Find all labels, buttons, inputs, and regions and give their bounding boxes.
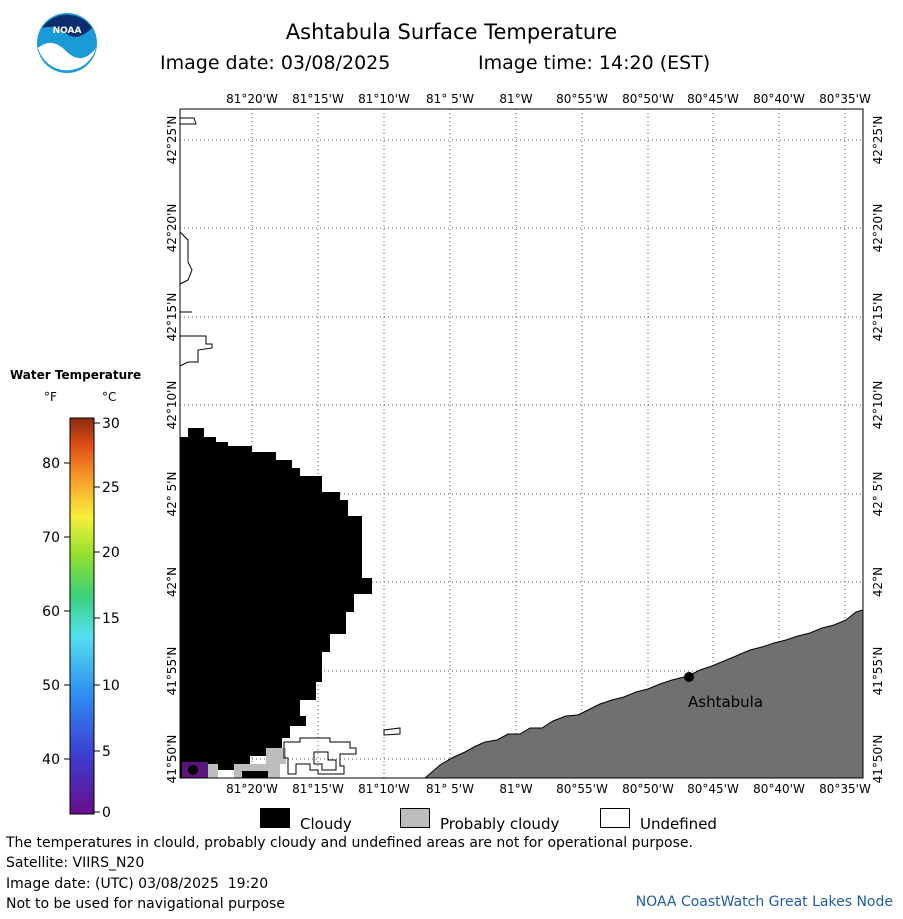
bottom-lon-label: 80°40'W [753,782,805,796]
pixel-marker [188,765,198,775]
noaa-logo: NOAA [36,12,98,74]
top-lon-label: 81°15'W [292,92,344,106]
cloud-pixel [242,771,268,778]
right-lat-label: 42° 5'N [871,472,885,517]
f-tick-label: 60 [42,604,60,620]
city-label: Ashtabula [688,693,763,711]
color-bar-ticks [64,422,100,813]
bottom-lon-label: 81°20'W [226,782,278,796]
top-lon-label: 81°W [499,92,532,106]
bottom-lon-label: 81°15'W [292,782,344,796]
bottom-lon-label: 80°55'W [556,782,608,796]
undefined-outlines [179,117,401,775]
top-lon-label: 80°55'W [556,92,608,106]
f-tick-label: 50 [42,678,60,694]
left-lat-labels: 42°25'N 42°20'N 42°15'N 42°10'N 42° 5'N … [165,116,179,784]
right-lat-label: 42°25'N [871,116,885,165]
top-lon-label: 80°45'W [687,92,739,106]
legend-unit-c: °C [102,390,117,404]
map-frame [179,108,864,779]
right-lat-label: 42°20'N [871,204,885,253]
c-tick-label: 10 [102,678,120,694]
cloudy-swatch [260,808,290,828]
right-lat-label: 41°50'N [871,735,885,784]
cloud-mask [180,428,372,778]
f-tick-label: 40 [42,752,60,768]
top-lon-label: 81°20'W [226,92,278,106]
image-date: Image date: 03/08/2025 [160,52,391,74]
c-tick-label: 15 [102,611,120,627]
bottom-lon-label: 80°50'W [622,782,674,796]
probably-cloudy-swatch [400,808,430,828]
bottom-lon-label: 81°10'W [358,782,410,796]
land-area [423,609,864,779]
top-lon-label: 81° 5'W [426,92,474,106]
top-lon-label: 81°10'W [358,92,410,106]
f-tick-label: 80 [42,456,60,472]
disclaimer-operational: The temperatures in clould, probably clo… [6,835,693,851]
undefined-swatch [600,808,630,828]
right-lat-label: 41°55'N [871,647,885,696]
top-lon-label: 80°50'W [622,92,674,106]
right-lat-label: 42°N [871,567,885,597]
city-marker [684,672,694,682]
c-tick-label: 25 [102,480,120,496]
undefined-label: Undefined [640,815,717,833]
utc-image-date: Image date: (UTC) 03/08/2025 19:20 [6,876,269,892]
top-lon-label: 80°40'W [753,92,805,106]
legend-title: Water Temperature [10,368,142,382]
legend-c-ticks: 30 25 20 15 10 5 0 [102,416,120,821]
left-lat-label: 42°20'N [165,204,179,253]
cloudy-label: Cloudy [300,815,352,833]
left-lat-label: 41°50'N [165,735,179,784]
left-lat-label: 42°15'N [165,293,179,342]
bottom-lon-label: 81°W [499,782,532,796]
noaa-logo-icon: NOAA [37,13,97,73]
c-tick-label: 5 [102,744,111,760]
map-title: Ashtabula Surface Temperature [285,20,618,44]
right-lat-label: 42°15'N [871,293,885,342]
bottom-lon-label: 80°45'W [687,782,739,796]
image-time: Image time: 14:20 (EST) [478,52,711,74]
f-tick-label: 70 [42,530,60,546]
temperature-color-bar [69,417,95,815]
left-lat-label: 41°55'N [165,647,179,696]
bottom-lon-labels: 81°20'W 81°15'W 81°10'W 81° 5'W 81°W 80°… [226,782,871,796]
left-lat-label: 42°25'N [165,116,179,165]
c-tick-label: 20 [102,545,120,561]
left-lat-label: 42°N [165,567,179,597]
legend-unit-f: °F [44,390,57,404]
bottom-lon-label: 81° 5'W [426,782,474,796]
c-tick-label: 0 [102,805,111,821]
c-tick-label: 30 [102,416,120,432]
left-lat-label: 42° 5'N [165,472,179,517]
probably-cloudy-label: Probably cloudy [440,815,560,833]
legend-f-ticks: 80 70 60 50 40 [42,456,60,768]
noaa-logo-text: NOAA [53,26,82,36]
top-lon-label: 80°35'W [819,92,871,106]
credit-text: NOAA CoastWatch Great Lakes Node [635,894,893,910]
right-lat-labels: 42°25'N 42°20'N 42°15'N 42°10'N 42° 5'N … [871,116,885,784]
right-lat-label: 42°10'N [871,381,885,430]
disclaimer-navigational: Not to be used for navigational purpose [6,896,285,912]
satellite-info: Satellite: VIIRS_N20 [6,855,145,871]
left-lat-label: 42°10'N [165,381,179,430]
top-lon-labels: 81°20'W 81°15'W 81°10'W 81° 5'W 81°W 80°… [226,92,871,106]
bottom-lon-label: 80°35'W [819,782,871,796]
